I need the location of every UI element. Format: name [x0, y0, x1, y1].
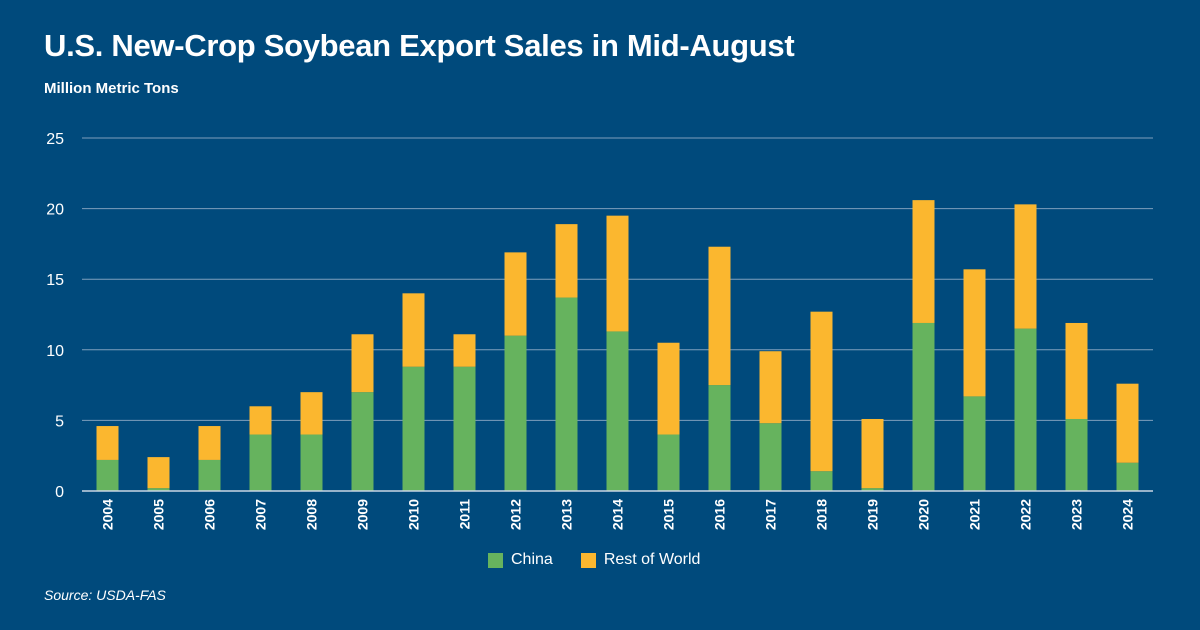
bar-china — [198, 459, 221, 491]
y-tick-label: 0 — [55, 484, 64, 501]
bar-rest-of-world — [504, 252, 527, 336]
bar-china — [861, 488, 884, 491]
bar-china — [249, 434, 272, 491]
y-tick-label: 20 — [46, 202, 64, 219]
bar-rest-of-world — [96, 426, 119, 460]
x-tick-label: 2008 — [304, 499, 320, 530]
x-tick-label: 2015 — [661, 499, 677, 530]
bar-china — [147, 488, 170, 491]
x-tick-label: 2004 — [100, 499, 116, 530]
x-tick-label: 2010 — [406, 499, 422, 530]
bar-rest-of-world — [708, 246, 731, 386]
source-note: Source: USDA-FAS — [44, 587, 166, 603]
x-tick-label: 2014 — [610, 499, 626, 530]
bar-china — [708, 385, 731, 491]
bar-china — [96, 459, 119, 491]
bar-china — [1014, 328, 1037, 491]
legend-item-china: China — [488, 551, 553, 569]
bar-china — [300, 434, 323, 491]
x-tick-label: 2017 — [763, 499, 779, 530]
x-tick-label: 2021 — [967, 499, 983, 530]
bar-rest-of-world — [300, 392, 323, 435]
bar-rest-of-world — [147, 457, 170, 489]
bar-china — [810, 471, 833, 491]
x-tick-label: 2016 — [712, 499, 728, 530]
bar-rest-of-world — [453, 334, 476, 367]
y-tick-label: 5 — [55, 413, 64, 430]
y-tick-label: 15 — [46, 272, 64, 289]
bar-rest-of-world — [1014, 204, 1037, 329]
y-axis-label: Million Metric Tons — [44, 80, 179, 97]
x-tick-label: 2022 — [1018, 499, 1034, 530]
bar-china — [963, 396, 986, 491]
bar-china — [402, 366, 425, 491]
x-tick-label: 2024 — [1120, 499, 1136, 530]
bar-china — [504, 335, 527, 491]
legend-label-china: China — [511, 551, 553, 568]
bar-china — [1065, 418, 1088, 491]
bar-china — [759, 423, 782, 491]
bar-china — [657, 434, 680, 491]
bar-rest-of-world — [810, 311, 833, 472]
x-tick-label: 2018 — [814, 499, 830, 530]
legend-swatch-china — [488, 552, 503, 568]
bar-rest-of-world — [606, 215, 629, 332]
x-tick-label: 2013 — [559, 499, 575, 530]
x-tick-label: 2007 — [253, 499, 269, 530]
bar-rest-of-world — [555, 224, 578, 298]
y-tick-label: 10 — [46, 343, 64, 360]
bar-rest-of-world — [963, 269, 986, 397]
legend-item-rest-of-world: Rest of World — [580, 551, 701, 569]
legend-label-rest-of-world: Rest of World — [603, 551, 701, 568]
bar-china — [606, 331, 629, 491]
x-tick-label: 2006 — [202, 499, 218, 530]
bar-rest-of-world — [402, 293, 425, 367]
bar-china — [453, 366, 476, 491]
bar-rest-of-world — [861, 418, 884, 489]
bar-rest-of-world — [759, 351, 782, 424]
x-tick-label: 2005 — [151, 499, 167, 530]
bar-rest-of-world — [1116, 383, 1139, 463]
y-tick-label: 25 — [46, 131, 64, 148]
bar-rest-of-world — [912, 200, 935, 323]
bar-china — [1116, 462, 1139, 491]
legend-swatch-rest-of-world — [580, 552, 596, 568]
x-tick-label: 2009 — [355, 499, 371, 530]
x-tick-label: 2012 — [508, 499, 524, 530]
bar-china — [351, 392, 374, 491]
bar-china — [912, 322, 935, 491]
bar-china — [555, 297, 578, 491]
bar-rest-of-world — [198, 426, 221, 460]
bar-rest-of-world — [1065, 322, 1088, 419]
bar-rest-of-world — [249, 406, 272, 435]
x-tick-label: 2020 — [916, 499, 932, 530]
bar-rest-of-world — [657, 342, 680, 435]
x-tick-label: 2023 — [1069, 499, 1085, 530]
x-tick-label: 2019 — [865, 499, 881, 530]
chart-title: U.S. New-Crop Soybean Export Sales in Mi… — [44, 28, 795, 63]
legend: China Rest of World — [488, 551, 720, 569]
x-tick-label: 2011 — [457, 499, 473, 530]
bar-rest-of-world — [351, 334, 374, 393]
